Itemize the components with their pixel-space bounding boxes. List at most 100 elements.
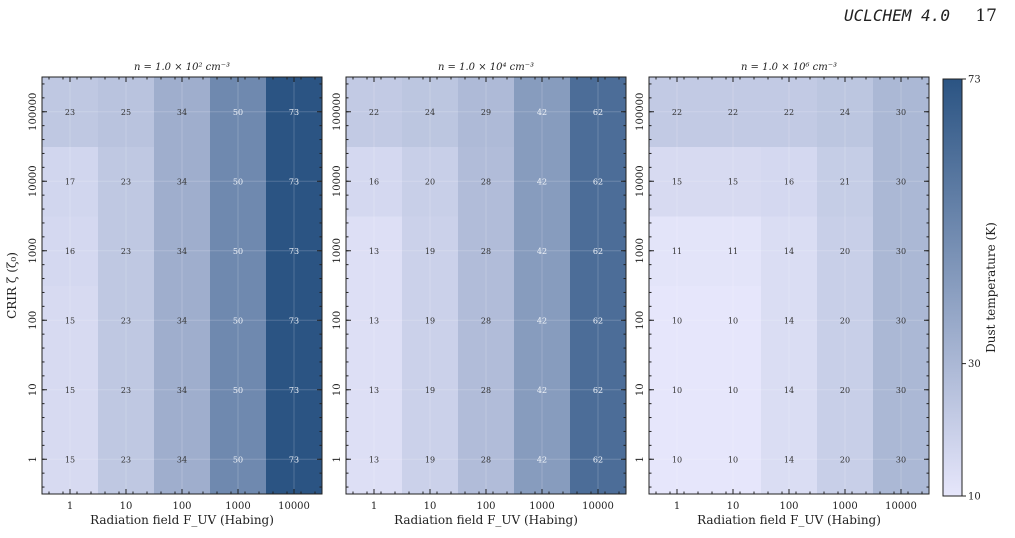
- cell-value-label: 30: [896, 177, 906, 186]
- x-tick-label: 1000: [225, 501, 250, 512]
- cell-value-label: 11: [672, 247, 682, 256]
- cell-value-label: 23: [121, 386, 131, 395]
- heatmap-cell: [873, 146, 930, 217]
- cell-value-label: 15: [65, 386, 75, 395]
- cell-value-label: 30: [896, 108, 906, 117]
- x-axis-label: Radiation field F_UV (Habing): [394, 513, 578, 527]
- cell-value-label: 19: [425, 247, 435, 256]
- heatmap-cell: [705, 355, 762, 425]
- y-axis-label: CRIR ζ (ζ₀): [5, 252, 19, 319]
- cell-value-label: 14: [784, 316, 794, 325]
- cell-value-label: 30: [896, 455, 906, 464]
- x-tick-label: 1: [371, 501, 377, 512]
- cell-value-label: 42: [537, 247, 547, 256]
- cell-value-label: 17: [65, 177, 75, 186]
- heatmap-cell: [210, 146, 267, 217]
- cell-value-label: 10: [672, 386, 682, 395]
- x-tick-label: 10: [727, 501, 740, 512]
- y-tick-label: 100000: [28, 93, 39, 131]
- y-tick-label: 10000: [635, 165, 646, 197]
- x-tick-label: 1: [67, 501, 73, 512]
- cell-value-label: 62: [593, 177, 603, 186]
- heatmap-cell: [98, 77, 155, 147]
- colorbar: 10 30 73 Dust temperature (K): [942, 75, 998, 503]
- cell-value-label: 14: [784, 455, 794, 464]
- heatmap-cell: [817, 216, 874, 286]
- heatmap-cell: [649, 424, 706, 495]
- x-tick-label: 10000: [582, 501, 614, 512]
- cell-value-label: 11: [728, 247, 738, 256]
- cell-value-label: 34: [177, 108, 187, 117]
- y-tick-label: 1: [332, 456, 343, 462]
- cell-value-label: 28: [481, 247, 491, 256]
- x-tick-label: 10: [424, 501, 437, 512]
- cell-value-label: 28: [481, 386, 491, 395]
- heatmap-cell: [346, 216, 403, 286]
- heatmap-cell: [817, 285, 874, 356]
- cell-value-label: 50: [233, 316, 243, 325]
- heatmap-cell: [514, 216, 571, 286]
- colorbar-tick-label: 73: [968, 75, 981, 86]
- heatmap-cell: [705, 77, 762, 147]
- heatmap-cell: [761, 146, 818, 217]
- heatmap-cell: [346, 355, 403, 425]
- heatmap-cell: [266, 355, 323, 425]
- heatmap-cell: [761, 216, 818, 286]
- heatmap-cell: [98, 424, 155, 495]
- cell-value-label: 73: [289, 108, 299, 117]
- heatmap-cell: [649, 285, 706, 356]
- heatmap-cell: [873, 424, 930, 495]
- y-tick-label: 1000: [332, 238, 343, 263]
- x-tick-label: 10: [120, 501, 133, 512]
- y-tick-label: 10000: [28, 165, 39, 197]
- heatmap-cell: [458, 216, 515, 286]
- heatmap-cell: [98, 355, 155, 425]
- cell-value-label: 16: [65, 247, 75, 256]
- cell-value-label: 25: [121, 108, 131, 117]
- cell-value-label: 34: [177, 386, 187, 395]
- y-tick-label: 1000: [635, 238, 646, 263]
- heatmap-cell: [649, 355, 706, 425]
- heatmap-cell: [210, 424, 267, 495]
- cell-value-label: 23: [65, 108, 75, 117]
- cell-value-label: 22: [728, 108, 738, 117]
- heatmap-cell: [649, 77, 706, 147]
- panel-title: n = 1.0 × 10⁴ cm⁻³: [438, 62, 534, 73]
- heatmap-cell: [458, 355, 515, 425]
- cell-value-label: 28: [481, 177, 491, 186]
- heatmap-cell: [514, 355, 571, 425]
- cell-value-label: 23: [121, 177, 131, 186]
- heatmap-cell: [42, 146, 99, 217]
- cell-value-label: 42: [537, 455, 547, 464]
- heatmap-cell: [817, 77, 874, 147]
- heatmap-cell: [705, 424, 762, 495]
- x-axis-label: Radiation field F_UV (Habing): [90, 513, 274, 527]
- heatmap-cell: [346, 424, 403, 495]
- heatmap-cell: [705, 216, 762, 286]
- heatmap-cell: [817, 355, 874, 425]
- heatmap-cell: [42, 77, 99, 147]
- cell-value-label: 50: [233, 177, 243, 186]
- y-tick-label: 10: [635, 383, 646, 396]
- heatmap-cell: [154, 355, 211, 425]
- cell-value-label: 24: [840, 108, 850, 117]
- cell-value-label: 15: [65, 316, 75, 325]
- heatmap-cell: [154, 424, 211, 495]
- cell-value-label: 34: [177, 316, 187, 325]
- heatmap-cell: [266, 424, 323, 495]
- cell-value-label: 14: [784, 247, 794, 256]
- cell-value-label: 50: [233, 108, 243, 117]
- heatmap-cell: [873, 216, 930, 286]
- heatmap-cell: [570, 424, 627, 495]
- cell-value-label: 13: [369, 247, 379, 256]
- y-tick-label: 100000: [332, 93, 343, 131]
- cell-value-label: 62: [593, 455, 603, 464]
- heatmap-cell: [514, 146, 571, 217]
- cell-value-label: 16: [784, 177, 794, 186]
- heatmap-cell: [346, 146, 403, 217]
- y-tick-label: 10: [28, 383, 39, 396]
- cell-value-label: 10: [672, 316, 682, 325]
- heatmap-cell: [42, 285, 99, 356]
